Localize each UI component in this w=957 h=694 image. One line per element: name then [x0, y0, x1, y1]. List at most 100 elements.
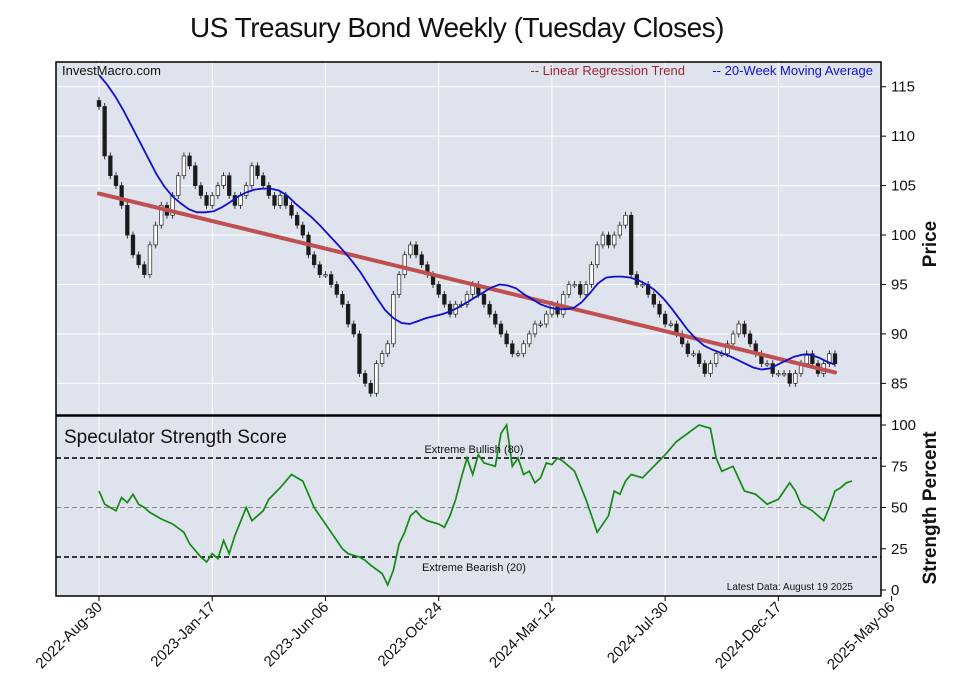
candle-body	[827, 353, 832, 364]
extreme-bearish-label: Extreme Bearish (20)	[422, 562, 526, 574]
candle-body	[640, 284, 645, 287]
candle-body	[221, 175, 226, 186]
candle-body	[334, 284, 339, 295]
strength-tick-label: 75	[891, 458, 908, 475]
candle-body	[447, 303, 453, 315]
candle-body	[481, 294, 487, 305]
price-tick-label: 95	[891, 276, 908, 293]
candle-body	[464, 294, 470, 305]
candle-body	[691, 353, 696, 356]
candle-body	[764, 363, 770, 366]
candle-body	[125, 205, 130, 236]
candle-body	[713, 353, 719, 364]
regression-trend-line	[97, 191, 837, 375]
candle-body	[357, 333, 362, 374]
candle-body	[600, 234, 606, 246]
price-tick-label: 110	[891, 128, 915, 145]
x-tick-label: 2023-Oct-24	[375, 599, 446, 670]
candle-body	[521, 343, 526, 355]
candle-body	[781, 373, 787, 376]
candle-body	[244, 185, 249, 196]
candle-body	[289, 205, 294, 216]
candle-body	[578, 284, 583, 295]
candle-body	[102, 106, 107, 157]
candle-body	[663, 313, 668, 325]
candle-body	[187, 155, 192, 167]
candle-body	[328, 274, 334, 285]
price-tick-label: 85	[891, 375, 908, 392]
candle-body	[493, 313, 498, 325]
candle-body	[747, 333, 753, 345]
legend-ma20: -- 20-Week Moving Average	[712, 63, 873, 78]
candle-body	[572, 284, 577, 287]
candle-body	[300, 224, 305, 236]
candle-body	[504, 333, 509, 345]
candle-body	[295, 214, 300, 226]
candle-body	[510, 343, 515, 355]
price-tick-label: 90	[891, 326, 908, 343]
candle-body	[147, 244, 153, 275]
candle-body	[810, 353, 815, 364]
candle-body	[142, 264, 147, 275]
candle-body	[368, 383, 373, 394]
extreme-bullish-label: Extreme Bullish (80)	[424, 444, 523, 456]
strength-tick-label: 25	[891, 541, 908, 558]
strength-axis-label: Strength Percent	[920, 431, 941, 585]
price-tick-label: 105	[891, 178, 916, 195]
candle-body	[153, 224, 158, 246]
candle-body	[515, 353, 521, 356]
candle-body	[793, 373, 798, 384]
x-tick-label: 2023-Jan-17	[147, 599, 219, 671]
x-tick-label: 2023-Jun-06	[261, 599, 333, 671]
candle-body	[362, 373, 368, 384]
chart-title: US Treasury Bond Weekly (Tuesday Closes)	[190, 12, 724, 43]
candle-body	[113, 175, 119, 186]
candle-body	[623, 214, 628, 226]
candle-body	[340, 294, 345, 305]
candle-body	[606, 234, 611, 246]
candle-body	[708, 363, 713, 374]
price-axis-label: Price	[920, 221, 941, 267]
candle-body	[832, 353, 838, 364]
candle-body	[283, 195, 288, 206]
latest-data-footnote: Latest Data: August 19 2025	[727, 582, 854, 593]
candle-body	[408, 244, 413, 256]
candle-body	[108, 155, 113, 177]
candle-body	[198, 185, 204, 196]
strength-tick-label: 100	[891, 417, 916, 434]
candle-body	[589, 264, 594, 285]
candle-body	[629, 214, 634, 275]
x-tick-label: 2024-Mar-12	[486, 599, 559, 672]
candle-body	[176, 175, 181, 196]
candle-body	[498, 323, 504, 335]
price-marks	[96, 74, 838, 397]
candle-body	[566, 284, 572, 295]
candle-body	[776, 373, 781, 376]
candle-body	[227, 175, 232, 196]
price-panel-frame	[55, 61, 882, 416]
strength-score-line	[98, 422, 853, 588]
candle-body	[657, 303, 662, 315]
candle-body	[379, 353, 385, 364]
candle-body	[487, 303, 492, 315]
strength-tick-label: 50	[891, 500, 908, 517]
candle-body	[351, 323, 356, 335]
strength-panel-bg	[56, 416, 881, 596]
strength-panel-title: Speculator Strength Score	[64, 427, 287, 448]
candle-body	[159, 205, 164, 226]
candle-body	[278, 195, 283, 206]
candle-body	[215, 185, 221, 196]
candle-body	[317, 264, 322, 275]
candle-body	[696, 353, 702, 364]
price-tick-label: 100	[891, 227, 916, 244]
candle-body	[402, 254, 407, 275]
candle-body	[595, 244, 600, 266]
candle-body	[730, 333, 736, 345]
candle-body	[787, 373, 792, 384]
candle-body	[374, 363, 379, 394]
candle-body	[323, 274, 328, 277]
candle-body	[413, 244, 419, 256]
candle-body	[742, 323, 747, 335]
candle-body	[136, 254, 141, 266]
